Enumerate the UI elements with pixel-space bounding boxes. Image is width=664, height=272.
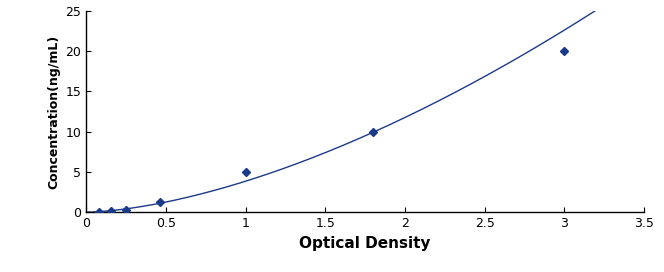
X-axis label: Optical Density: Optical Density [299, 236, 431, 251]
Y-axis label: Concentration(ng/mL): Concentration(ng/mL) [47, 34, 60, 189]
